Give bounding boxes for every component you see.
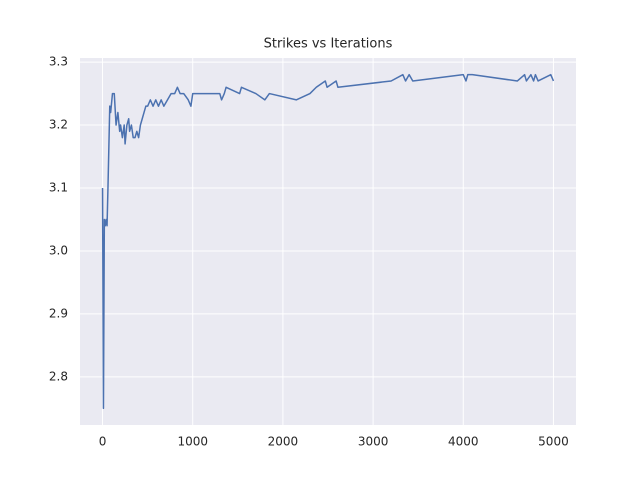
y-tick-label: 3.2 — [49, 118, 68, 132]
y-tick-label: 3.0 — [49, 243, 68, 257]
x-tick-label: 0 — [99, 435, 107, 449]
x-tick-label: 1000 — [177, 435, 208, 449]
data-line — [101, 73, 555, 410]
chart-title: Strikes vs Iterations — [264, 37, 393, 52]
y-tick-label: 2.9 — [49, 306, 68, 320]
x-tick-label: 4000 — [448, 435, 479, 449]
x-tick-label: 3000 — [358, 435, 389, 449]
y-tick-label: 2.8 — [49, 369, 68, 383]
y-tick-label: 3.1 — [49, 180, 68, 194]
plot-area — [80, 58, 576, 425]
x-tick-label: 2000 — [268, 435, 299, 449]
x-tick-label: 5000 — [538, 435, 569, 449]
y-tick-label: 3.3 — [49, 55, 68, 69]
